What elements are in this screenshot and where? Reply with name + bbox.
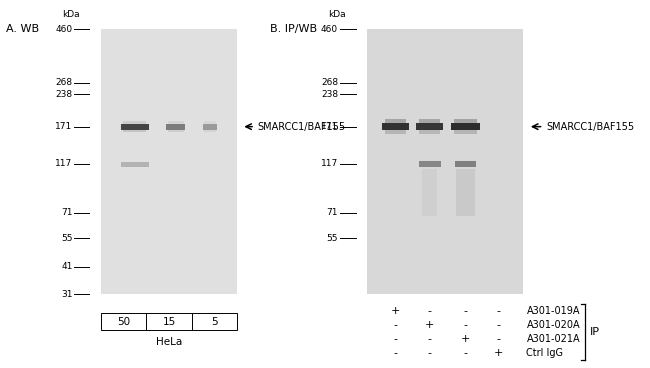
- Text: -: -: [463, 320, 467, 330]
- Text: +: +: [391, 306, 400, 316]
- Bar: [121, 124, 148, 130]
- Text: 171: 171: [320, 122, 338, 131]
- Bar: [101, 313, 237, 330]
- Bar: [382, 123, 409, 130]
- Bar: [422, 169, 437, 216]
- Text: A. WB: A. WB: [6, 24, 40, 34]
- Text: 238: 238: [55, 90, 72, 99]
- Text: SMARCC1/BAF155: SMARCC1/BAF155: [547, 122, 635, 132]
- Text: 71: 71: [326, 209, 338, 217]
- Text: 268: 268: [55, 78, 72, 87]
- Text: SMARCC1/BAF155: SMARCC1/BAF155: [257, 122, 346, 132]
- Bar: [168, 130, 184, 132]
- Text: -: -: [428, 348, 432, 358]
- Text: A301-019A: A301-019A: [526, 306, 580, 316]
- Text: B. IP/WB: B. IP/WB: [270, 24, 317, 34]
- Text: Ctrl IgG: Ctrl IgG: [526, 348, 564, 358]
- Bar: [454, 161, 476, 167]
- Text: 171: 171: [55, 122, 72, 131]
- Text: 50: 50: [117, 316, 130, 326]
- Text: HeLa: HeLa: [156, 337, 182, 347]
- Text: -: -: [497, 306, 500, 316]
- Text: kDa: kDa: [62, 10, 80, 19]
- Text: A301-020A: A301-020A: [526, 320, 580, 330]
- Text: IP: IP: [590, 327, 599, 337]
- Bar: [417, 123, 443, 130]
- Bar: [385, 130, 406, 134]
- Text: -: -: [393, 334, 397, 344]
- Text: 460: 460: [55, 25, 72, 34]
- Text: 71: 71: [61, 209, 72, 217]
- Bar: [385, 119, 406, 123]
- Bar: [204, 121, 216, 124]
- Bar: [203, 124, 217, 130]
- Text: -: -: [428, 334, 432, 344]
- Bar: [419, 119, 440, 123]
- Text: -: -: [393, 348, 397, 358]
- Bar: [454, 130, 476, 134]
- Text: 117: 117: [55, 159, 72, 169]
- Bar: [454, 119, 476, 123]
- Text: +: +: [461, 334, 470, 344]
- Text: 55: 55: [326, 234, 338, 243]
- Bar: [456, 169, 475, 216]
- Text: -: -: [463, 348, 467, 358]
- Text: 55: 55: [61, 234, 72, 243]
- Text: A301-021A: A301-021A: [526, 334, 580, 344]
- Text: 238: 238: [321, 90, 338, 99]
- Text: +: +: [425, 320, 434, 330]
- Text: -: -: [497, 334, 500, 344]
- Text: -: -: [497, 320, 500, 330]
- Text: 268: 268: [321, 78, 338, 87]
- Text: +: +: [493, 348, 503, 358]
- Text: -: -: [393, 320, 397, 330]
- Bar: [124, 121, 146, 124]
- Bar: [419, 130, 440, 134]
- Text: 117: 117: [320, 159, 338, 169]
- Text: 41: 41: [61, 262, 72, 272]
- Bar: [166, 124, 185, 130]
- Text: kDa: kDa: [328, 10, 346, 19]
- Bar: [204, 130, 216, 132]
- Bar: [168, 121, 184, 124]
- Text: 15: 15: [162, 316, 176, 326]
- Text: 5: 5: [211, 316, 218, 326]
- Bar: [419, 161, 441, 167]
- Bar: [452, 123, 480, 130]
- Bar: [124, 130, 146, 132]
- Text: 31: 31: [61, 290, 72, 299]
- Text: -: -: [463, 306, 467, 316]
- Text: 460: 460: [321, 25, 338, 34]
- Bar: [121, 162, 148, 167]
- Text: -: -: [428, 306, 432, 316]
